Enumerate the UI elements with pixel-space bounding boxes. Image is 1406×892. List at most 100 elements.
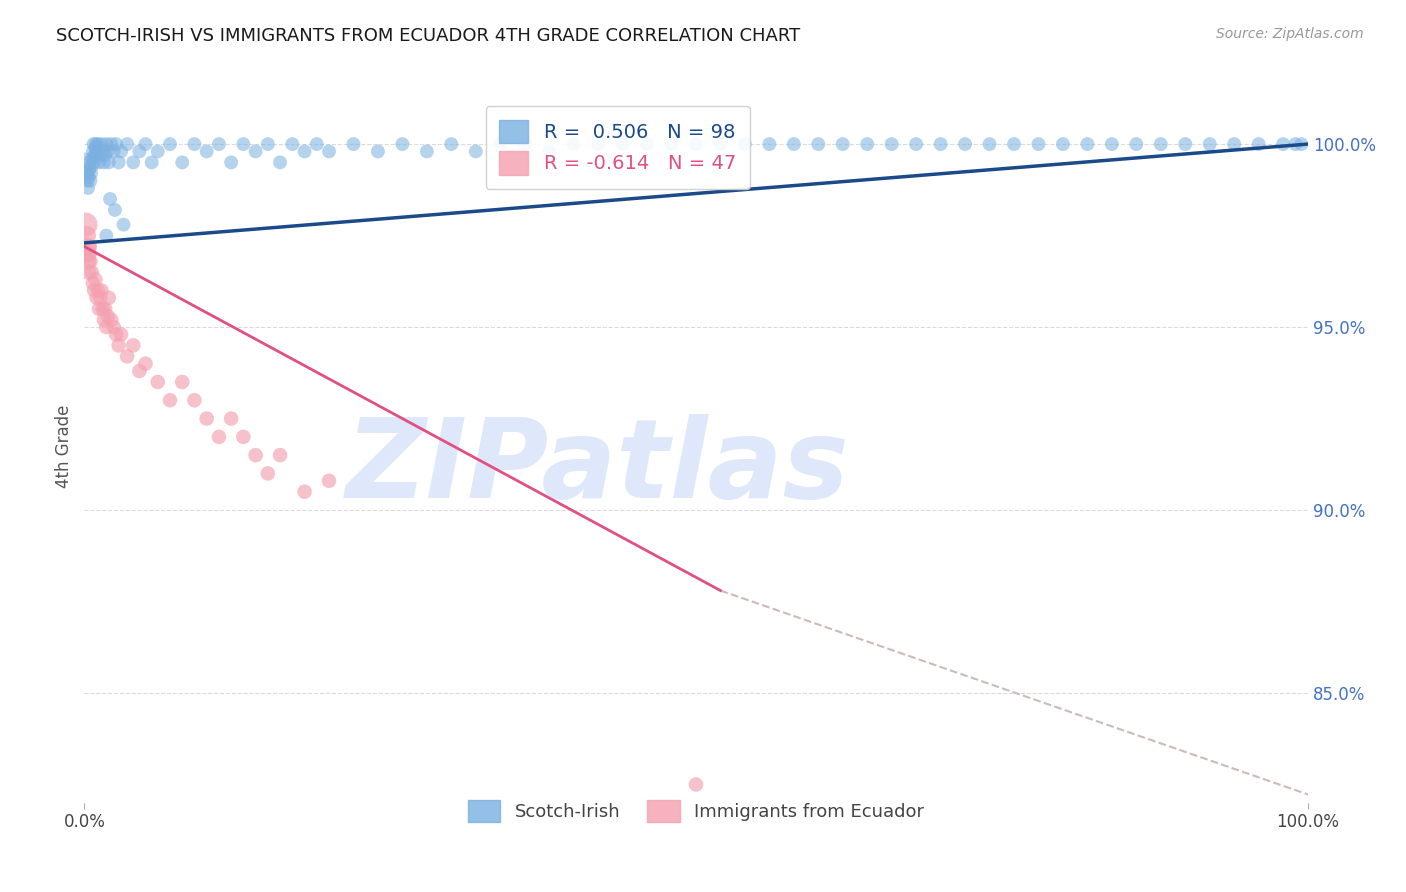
Point <box>685 777 707 791</box>
Point <box>104 202 127 217</box>
Point <box>103 320 125 334</box>
Point <box>82 145 104 159</box>
Point <box>93 155 115 169</box>
Point <box>294 145 316 159</box>
Point <box>305 137 328 152</box>
Point <box>77 169 100 184</box>
Point <box>219 155 242 169</box>
Point <box>257 467 280 481</box>
Point <box>183 137 205 152</box>
Point <box>135 137 157 152</box>
Point <box>128 364 150 378</box>
Point <box>87 301 110 316</box>
Point <box>513 137 536 152</box>
Point <box>1101 137 1123 152</box>
Text: ZIPatlas: ZIPatlas <box>346 414 851 521</box>
Point <box>1198 137 1220 152</box>
Point <box>105 327 128 342</box>
Point <box>783 137 806 152</box>
Point <box>83 155 105 169</box>
Point <box>77 181 100 195</box>
Point <box>128 145 150 159</box>
Point <box>84 137 107 152</box>
Point <box>87 137 110 152</box>
Point <box>97 309 120 323</box>
Point <box>342 137 364 152</box>
Point <box>281 137 304 152</box>
Point <box>84 272 107 286</box>
Point <box>77 247 100 261</box>
Point <box>807 137 830 152</box>
Point <box>94 301 117 316</box>
Point <box>245 448 267 462</box>
Point <box>110 327 132 342</box>
Point <box>318 145 340 159</box>
Point <box>159 137 181 152</box>
Point <box>709 137 731 152</box>
Point <box>953 137 976 152</box>
Point <box>110 145 132 159</box>
Point <box>96 137 118 152</box>
Point <box>86 291 108 305</box>
Point <box>97 291 120 305</box>
Point <box>98 192 121 206</box>
Point <box>115 349 138 363</box>
Legend: Scotch-Irish, Immigrants from Ecuador: Scotch-Irish, Immigrants from Ecuador <box>453 786 939 837</box>
Point <box>195 145 218 159</box>
Point <box>83 284 105 298</box>
Point <box>84 141 107 155</box>
Point <box>87 155 110 169</box>
Point <box>89 148 111 162</box>
Point <box>464 145 486 159</box>
Point <box>195 411 218 425</box>
Point <box>90 137 112 152</box>
Point <box>93 312 115 326</box>
Point <box>269 155 291 169</box>
Point <box>89 291 111 305</box>
Point <box>91 145 114 159</box>
Point <box>1076 137 1098 152</box>
Point <box>1174 137 1197 152</box>
Point <box>489 137 512 152</box>
Point <box>103 145 125 159</box>
Point <box>172 375 194 389</box>
Point <box>76 174 98 188</box>
Point <box>1052 137 1074 152</box>
Point <box>75 228 97 243</box>
Point <box>80 166 103 180</box>
Point <box>294 484 316 499</box>
Point <box>586 137 609 152</box>
Point <box>80 265 103 279</box>
Point <box>96 320 118 334</box>
Point <box>1247 137 1270 152</box>
Point <box>318 474 340 488</box>
Point <box>75 218 97 232</box>
Point <box>562 137 585 152</box>
Point <box>661 137 683 152</box>
Point <box>734 137 756 152</box>
Point <box>100 312 122 326</box>
Point <box>77 265 100 279</box>
Point <box>367 145 389 159</box>
Point <box>77 162 100 177</box>
Point <box>219 411 242 425</box>
Point <box>440 137 463 152</box>
Point <box>86 145 108 159</box>
Point <box>929 137 952 152</box>
Point <box>245 145 267 159</box>
Point <box>232 137 254 152</box>
Point <box>80 159 103 173</box>
Point <box>208 430 231 444</box>
Point <box>1125 137 1147 152</box>
Point <box>636 137 658 152</box>
Text: Source: ZipAtlas.com: Source: ZipAtlas.com <box>1216 27 1364 41</box>
Point <box>146 375 169 389</box>
Point <box>172 155 194 169</box>
Point <box>77 254 100 268</box>
Point <box>83 148 105 162</box>
Point <box>1002 137 1025 152</box>
Point <box>1272 137 1295 152</box>
Text: SCOTCH-IRISH VS IMMIGRANTS FROM ECUADOR 4TH GRADE CORRELATION CHART: SCOTCH-IRISH VS IMMIGRANTS FROM ECUADOR … <box>56 27 800 45</box>
Point <box>82 152 104 166</box>
Point <box>880 137 903 152</box>
